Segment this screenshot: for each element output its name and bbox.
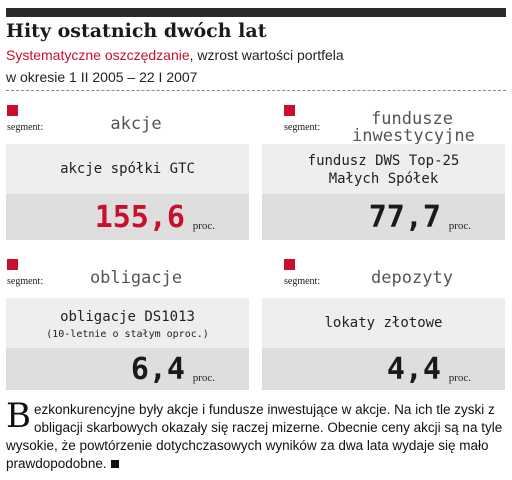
card-header: segment: akcje	[6, 98, 249, 144]
card-header: segment: fundusze inwestycyjne	[262, 98, 505, 146]
card-obligacje: segment: obligacje obligacje DS1013 (10-…	[6, 252, 249, 390]
value-number: 4,4	[386, 352, 441, 387]
card-description: akcje spółki GTC	[6, 144, 249, 194]
card-value-area: 6,4 proc.	[6, 348, 249, 390]
value-number: 77,7	[368, 200, 441, 235]
description-line2: (10-letnie o stałym oproc.)	[46, 329, 209, 340]
segment-marker-icon	[284, 259, 295, 270]
category-label: akcje	[110, 114, 162, 134]
category-line1: fundusze	[371, 109, 453, 129]
drop-cap: B	[6, 396, 31, 436]
description-line1: fundusz DWS Top-25	[307, 153, 460, 169]
category-label: depozyty	[371, 268, 453, 288]
card-depozyty: segment: depozyty lokaty złotowe 4,4 pro…	[262, 252, 505, 390]
category-line2: inwestycyjne	[352, 126, 475, 146]
card-description: fundusz DWS Top-25 Małych Spółek	[262, 144, 505, 194]
end-mark-icon	[110, 460, 119, 468]
card-akcje: segment: akcje akcje spółki GTC 155,6 pr…	[6, 98, 249, 240]
card-description: obligacje DS1013 (10-letnie o stałym opr…	[6, 298, 249, 348]
article-text: ezkonkurencyjne były akcje i fundusze in…	[6, 402, 503, 471]
value-unit: proc.	[192, 220, 215, 232]
segment-marker-icon	[7, 105, 18, 116]
segment-label: segment:	[284, 276, 321, 287]
value-number: 6,4	[130, 352, 185, 387]
description-text: akcje spółki GTC	[60, 161, 195, 177]
card-description: lokaty złotowe	[262, 298, 505, 348]
category-label: fundusze inwestycyjne	[352, 109, 475, 146]
value-unit: proc.	[448, 372, 471, 384]
segment-marker-icon	[284, 105, 295, 116]
segment-label: segment:	[7, 122, 44, 133]
subtitle-period: w okresie 1 II 2005 – 22 I 2007	[6, 69, 198, 85]
segment-label: segment:	[7, 276, 44, 287]
value-number: 155,6	[94, 200, 185, 235]
segment-label: segment:	[284, 122, 321, 133]
category-label: obligacje	[89, 268, 183, 288]
value-unit: proc.	[192, 372, 215, 384]
card-value-area: 155,6 proc.	[6, 194, 249, 240]
card-header: segment: depozyty	[262, 252, 505, 298]
description-text: lokaty złotowe	[324, 315, 443, 331]
value-unit: proc.	[448, 220, 471, 232]
card-value-area: 4,4 proc.	[262, 348, 505, 390]
subtitle-rest: , wzrost wartości portfela	[189, 47, 344, 63]
card-header: segment: obligacje	[6, 252, 249, 298]
subtitle-highlight: Systematyczne oszczędzanie	[6, 47, 190, 63]
top-rule-bar	[6, 8, 506, 17]
page-title: Hity ostatnich dwóch lat	[6, 20, 267, 42]
description-line1: obligacje DS1013	[60, 309, 195, 325]
card-value-area: 77,7 proc.	[262, 194, 505, 240]
segment-marker-icon	[7, 259, 18, 270]
description-line2: Małych Spółek	[328, 171, 439, 187]
dashed-divider	[6, 90, 506, 91]
subtitle: Systematyczne oszczędzanie, wzrost warto…	[6, 44, 476, 88]
card-fundusze: segment: fundusze inwestycyjne fundusz D…	[262, 98, 505, 240]
